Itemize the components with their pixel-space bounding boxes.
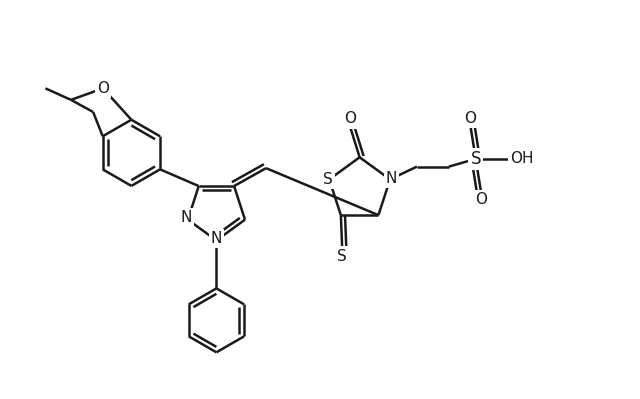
Text: S: S: [470, 150, 481, 168]
Text: O: O: [97, 81, 109, 96]
Text: N: N: [386, 171, 397, 186]
Text: S: S: [323, 172, 333, 187]
Text: N: N: [211, 231, 222, 246]
Text: OH: OH: [510, 152, 534, 166]
Text: O: O: [344, 111, 356, 126]
Text: S: S: [337, 249, 347, 264]
Text: O: O: [465, 111, 477, 126]
Text: N: N: [181, 210, 192, 225]
Text: O: O: [475, 192, 487, 207]
